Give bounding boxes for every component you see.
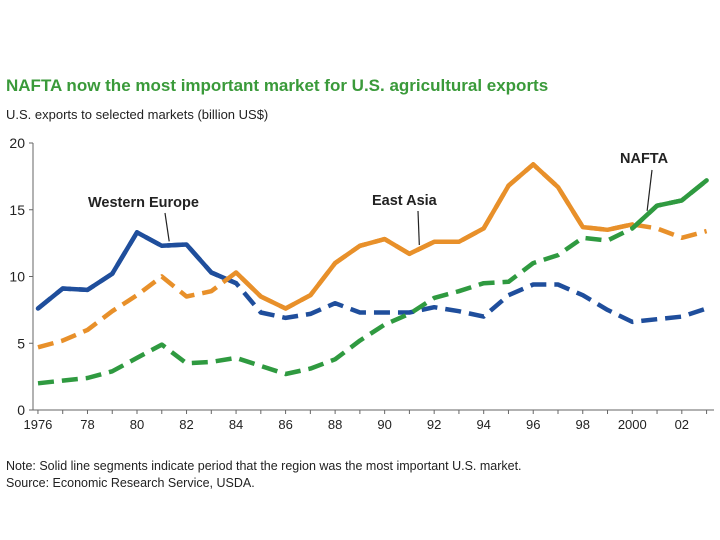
source-text: Source: Economic Research Service, USDA. (6, 476, 255, 490)
annotation-pointer-east-asia (417, 210, 420, 246)
chart-subtitle: U.S. exports to selected markets (billio… (6, 107, 269, 122)
x-tick-label: 1976 (23, 417, 52, 432)
series-western-europe-dashed (36, 230, 708, 325)
annotation-label-nafta: NAFTA (620, 151, 669, 167)
x-tick-label: 90 (377, 417, 391, 432)
y-tick-label: 20 (9, 135, 25, 151)
x-tick-label: 96 (526, 417, 540, 432)
x-tick-label: 84 (229, 417, 243, 432)
x-tick-label: 88 (328, 417, 342, 432)
y-tick-label: 0 (17, 402, 25, 418)
x-tick-label: 02 (675, 417, 689, 432)
x-tick-label: 92 (427, 417, 441, 432)
x-tick-label: 86 (278, 417, 292, 432)
y-tick-label: 15 (9, 202, 25, 218)
series-nafta-solid (630, 178, 709, 231)
annotation-pointer-western-europe (164, 212, 170, 242)
series-east-asia-solid (233, 162, 635, 311)
chart-note: Note: Solid line segments indicate perio… (6, 458, 522, 492)
x-tick-label: 2000 (618, 417, 647, 432)
annotation-label-east-asia: East Asia (372, 193, 438, 209)
x-tick-label: 98 (576, 417, 590, 432)
x-tick-label: 80 (130, 417, 144, 432)
y-tick-label: 10 (9, 269, 25, 285)
annotation-pointer-nafta (646, 169, 653, 211)
series-nafta-dashed (37, 178, 709, 386)
series-western-europe-solid (35, 230, 239, 311)
annotation-label-western-europe: Western Europe (88, 195, 199, 211)
chart-title: NAFTA now the most important market for … (6, 76, 549, 95)
note-text: Note: Solid line segments indicate perio… (6, 459, 522, 473)
x-tick-label: 82 (179, 417, 193, 432)
y-tick-label: 5 (17, 335, 25, 351)
x-tick-label: 78 (80, 417, 94, 432)
x-tick-label: 94 (476, 417, 490, 432)
series-east-asia-dashed (37, 162, 708, 350)
